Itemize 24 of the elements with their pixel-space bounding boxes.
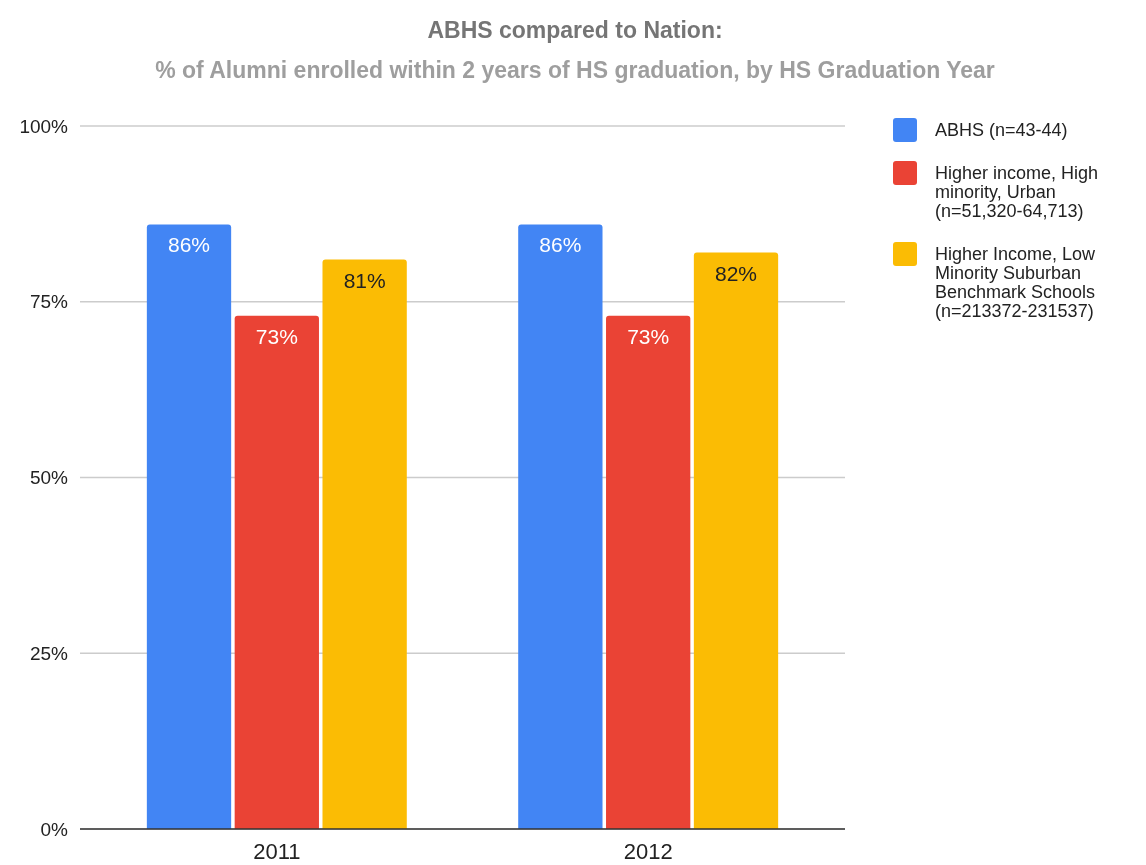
- data-label: 81%: [343, 268, 386, 292]
- y-tick-label: 25%: [29, 642, 69, 664]
- y-tick-label: 0%: [40, 818, 69, 840]
- data-label: 73%: [255, 324, 298, 348]
- legend-label: Higher Income, Low Minority Suburban Benchmark Schools (n=213372-231537): [935, 244, 1097, 321]
- bar: [606, 315, 691, 829]
- data-label: 86%: [167, 233, 211, 257]
- y-tick-label: 75%: [29, 291, 69, 313]
- chart-subtitle: % of Alumni enrolled within 2 years of HS graduation, by HS Graduation Year: [155, 57, 995, 83]
- legend-label: Higher income, High minority, Urban (n=51,320-64,713): [935, 163, 1099, 221]
- x-tick-label: 2012: [623, 839, 673, 864]
- y-tick-label: 50%: [29, 467, 69, 489]
- legend-label: ABHS (n=43-44): [935, 120, 1068, 140]
- bar: [146, 224, 232, 829]
- bar: [322, 259, 407, 829]
- data-label: 73%: [627, 324, 670, 348]
- bar: [518, 224, 603, 829]
- data-label: 86%: [539, 233, 582, 257]
- bar: [693, 252, 779, 829]
- bar: [234, 315, 319, 829]
- chart-title: ABHS compared to Nation:: [427, 17, 723, 43]
- data-label: 82%: [714, 261, 758, 285]
- y-tick-label: 100%: [19, 115, 69, 137]
- x-tick-label: 2011: [253, 839, 301, 864]
